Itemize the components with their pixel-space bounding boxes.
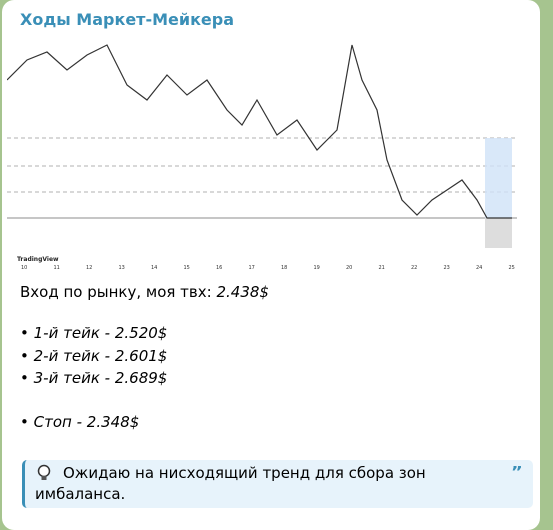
chart-image[interactable]: 10 11 12 13 14 15 16 17 18 19 20 21 22 23 24 25 Trading… bbox=[7, 40, 532, 270]
x-label: 14 bbox=[151, 265, 157, 270]
entry-label: Вход по рынку, моя твх: bbox=[20, 283, 212, 301]
brand: TradingView bbox=[17, 256, 59, 263]
x-label: 15 bbox=[184, 265, 190, 270]
x-label: 21 bbox=[379, 265, 385, 270]
quote-block: ” Ожидаю на нисходящий тренд для сбора з… bbox=[22, 460, 533, 508]
page: Ходы Маркет-Мейкера 10 11 12 13 14 15 16 17 18 19… bbox=[2, 0, 540, 530]
entry-value: 2.438$ bbox=[216, 283, 269, 301]
take-value: 2.601$ bbox=[114, 346, 168, 365]
x-label: 22 bbox=[411, 265, 417, 270]
stop-line: • Стоп - 2.348$ bbox=[20, 413, 140, 431]
x-label: 20 bbox=[346, 265, 352, 270]
x-label: 12 bbox=[86, 265, 92, 270]
take-label: 3-й тейк - bbox=[33, 369, 111, 387]
x-label: 11 bbox=[54, 265, 60, 270]
x-label: 23 bbox=[444, 265, 450, 270]
x-label: 13 bbox=[119, 265, 125, 270]
x-label: 16 bbox=[216, 265, 222, 270]
quote-icon: ” bbox=[511, 466, 523, 476]
entry-line: Вход по рынку, моя твх: 2.438$ bbox=[20, 283, 269, 301]
take-line: • 3-й тейк - 2.689$ bbox=[20, 369, 168, 387]
take-label: 2-й тейк - bbox=[33, 346, 111, 365]
x-label: 10 bbox=[21, 265, 27, 270]
stop-label: Стоп - bbox=[33, 413, 83, 431]
x-label: 19 bbox=[314, 265, 320, 270]
bulb-icon bbox=[37, 464, 51, 480]
x-label: 25 bbox=[509, 265, 515, 270]
x-label: 17 bbox=[249, 265, 255, 270]
take-value: 2.689$ bbox=[114, 369, 168, 387]
quote-text: Ожидаю на нисходящий тренд для сбора зон… bbox=[35, 464, 426, 503]
x-label: 18 bbox=[281, 265, 287, 270]
take-value: 2.520$ bbox=[114, 324, 168, 342]
take-label: 1-й тейк - bbox=[33, 324, 111, 342]
stop-value: 2.348$ bbox=[86, 413, 140, 431]
sender-name[interactable]: Ходы Маркет-Мейкера bbox=[20, 10, 235, 29]
take-line: • 1-й тейк - 2.520$ bbox=[20, 324, 168, 342]
take-line: • 2-й тейк - 2.601$ bbox=[20, 346, 168, 365]
message-bubble: Ходы Маркет-Мейкера 10 11 12 13 14 15 16 17 18 19… bbox=[2, 0, 540, 530]
x-label: 24 bbox=[476, 265, 482, 270]
svg-text:”: ” bbox=[511, 466, 523, 476]
